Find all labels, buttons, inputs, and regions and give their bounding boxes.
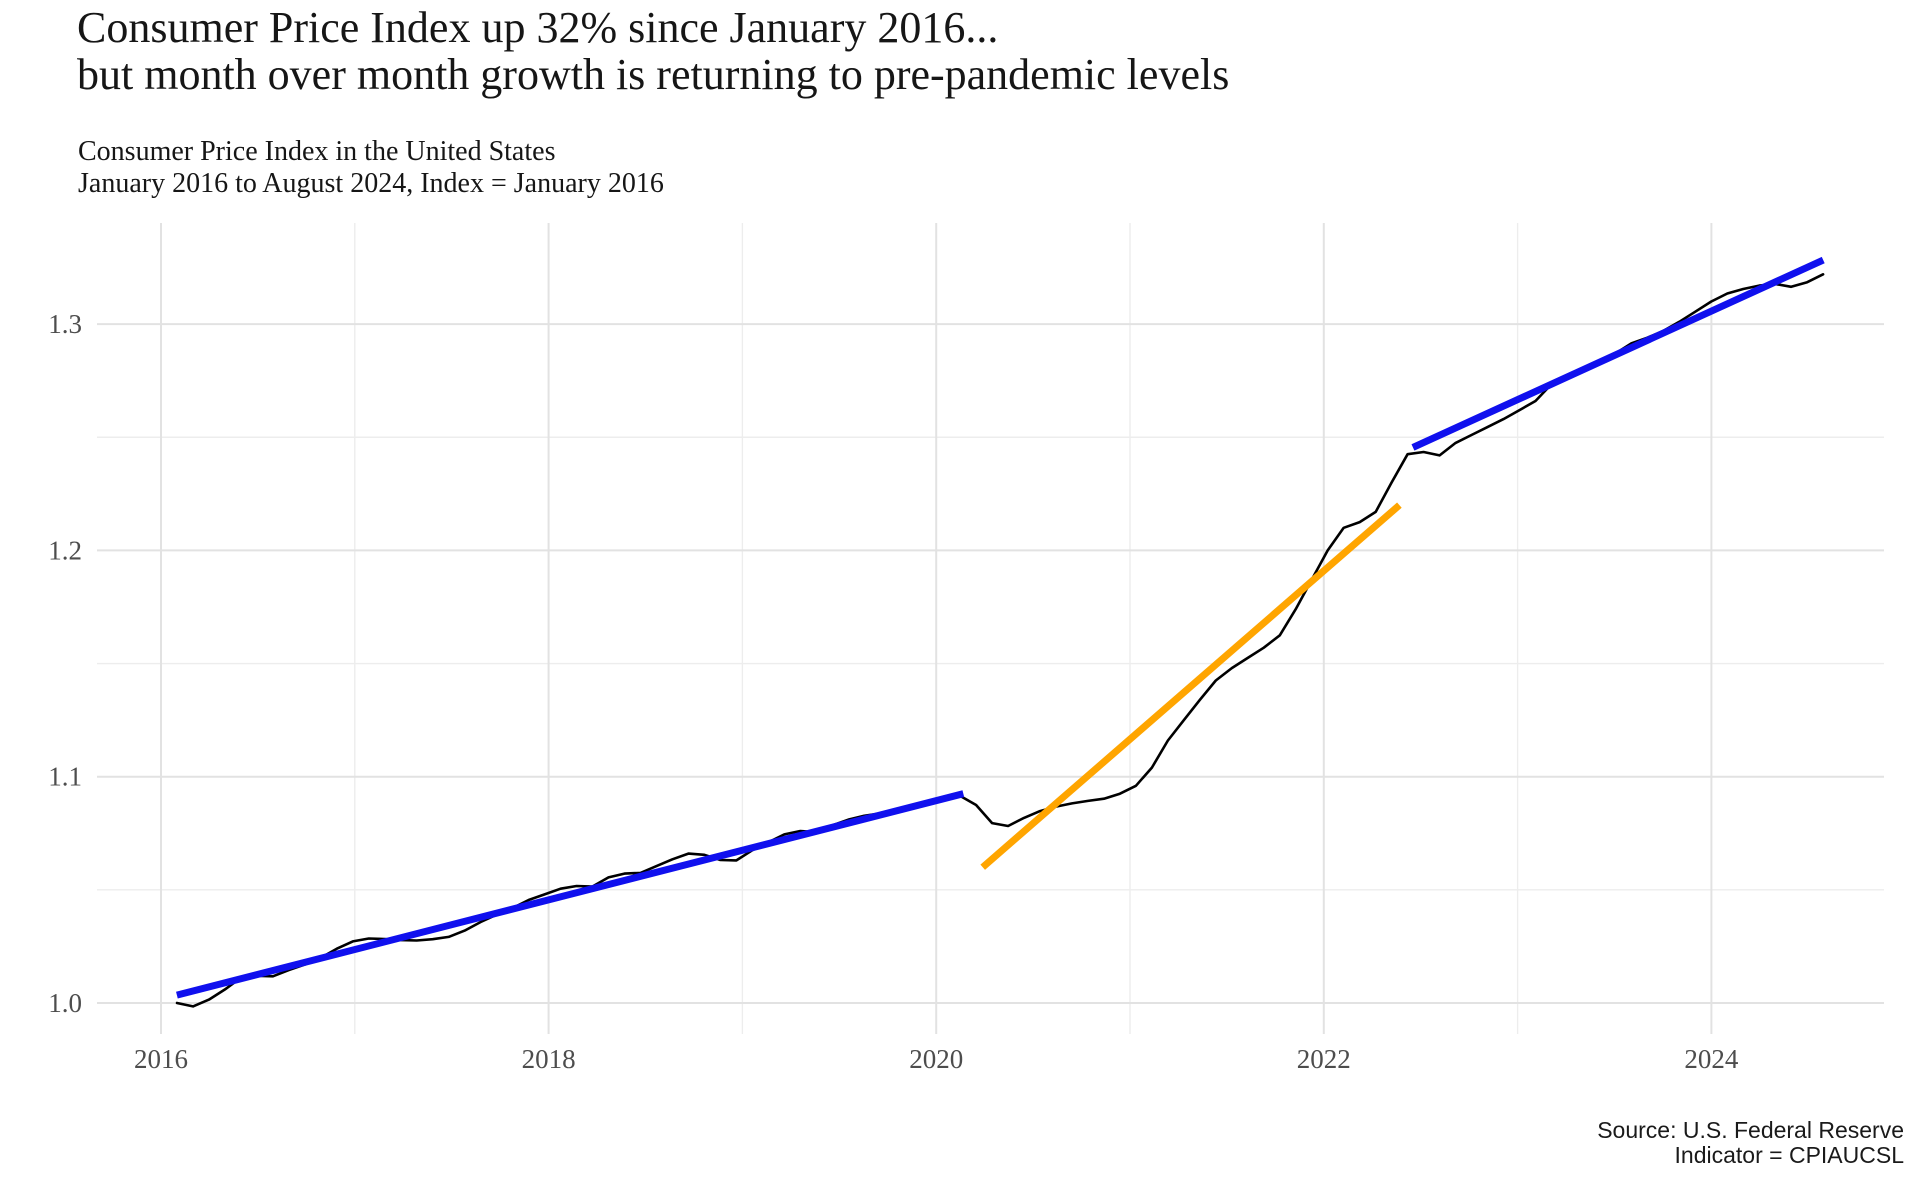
x-axis-tick-label: 2020 [909, 1044, 963, 1074]
source-caption-line2: Indicator = CPIAUCSL [1674, 1142, 1904, 1168]
y-axis-tick-label: 1.3 [48, 309, 82, 339]
chart-subtitle-line2: January 2016 to August 2024, Index = Jan… [78, 168, 664, 199]
chart-title: Consumer Price Index up 32% since Januar… [77, 4, 1229, 98]
x-axis-tick-label: 2016 [134, 1044, 188, 1074]
chart-subtitle-line1: Consumer Price Index in the United State… [78, 136, 556, 167]
trend-line-3 [1411, 256, 1825, 451]
source-caption-line1: Source: U.S. Federal Reserve [1597, 1117, 1904, 1143]
chart-title-line1: Consumer Price Index up 32% since Januar… [77, 3, 999, 52]
y-axis-tick-label: 1.0 [48, 988, 82, 1018]
cpi-data-line [175, 273, 1825, 1008]
source-caption: Source: U.S. Federal Reserve Indicator =… [1597, 1118, 1904, 1168]
trend-line-1 [176, 790, 965, 999]
chart-title-line2: but month over month growth is returning… [77, 50, 1230, 99]
chart-subtitle: Consumer Price Index in the United State… [78, 136, 664, 200]
x-axis-tick-label: 2018 [522, 1044, 576, 1074]
y-axis-tick-label: 1.1 [48, 762, 82, 792]
x-axis-tick-label: 2022 [1297, 1044, 1351, 1074]
trend-line-2 [980, 502, 1402, 870]
y-axis-tick-label: 1.2 [48, 535, 82, 565]
x-axis-tick-label: 2024 [1684, 1044, 1739, 1074]
